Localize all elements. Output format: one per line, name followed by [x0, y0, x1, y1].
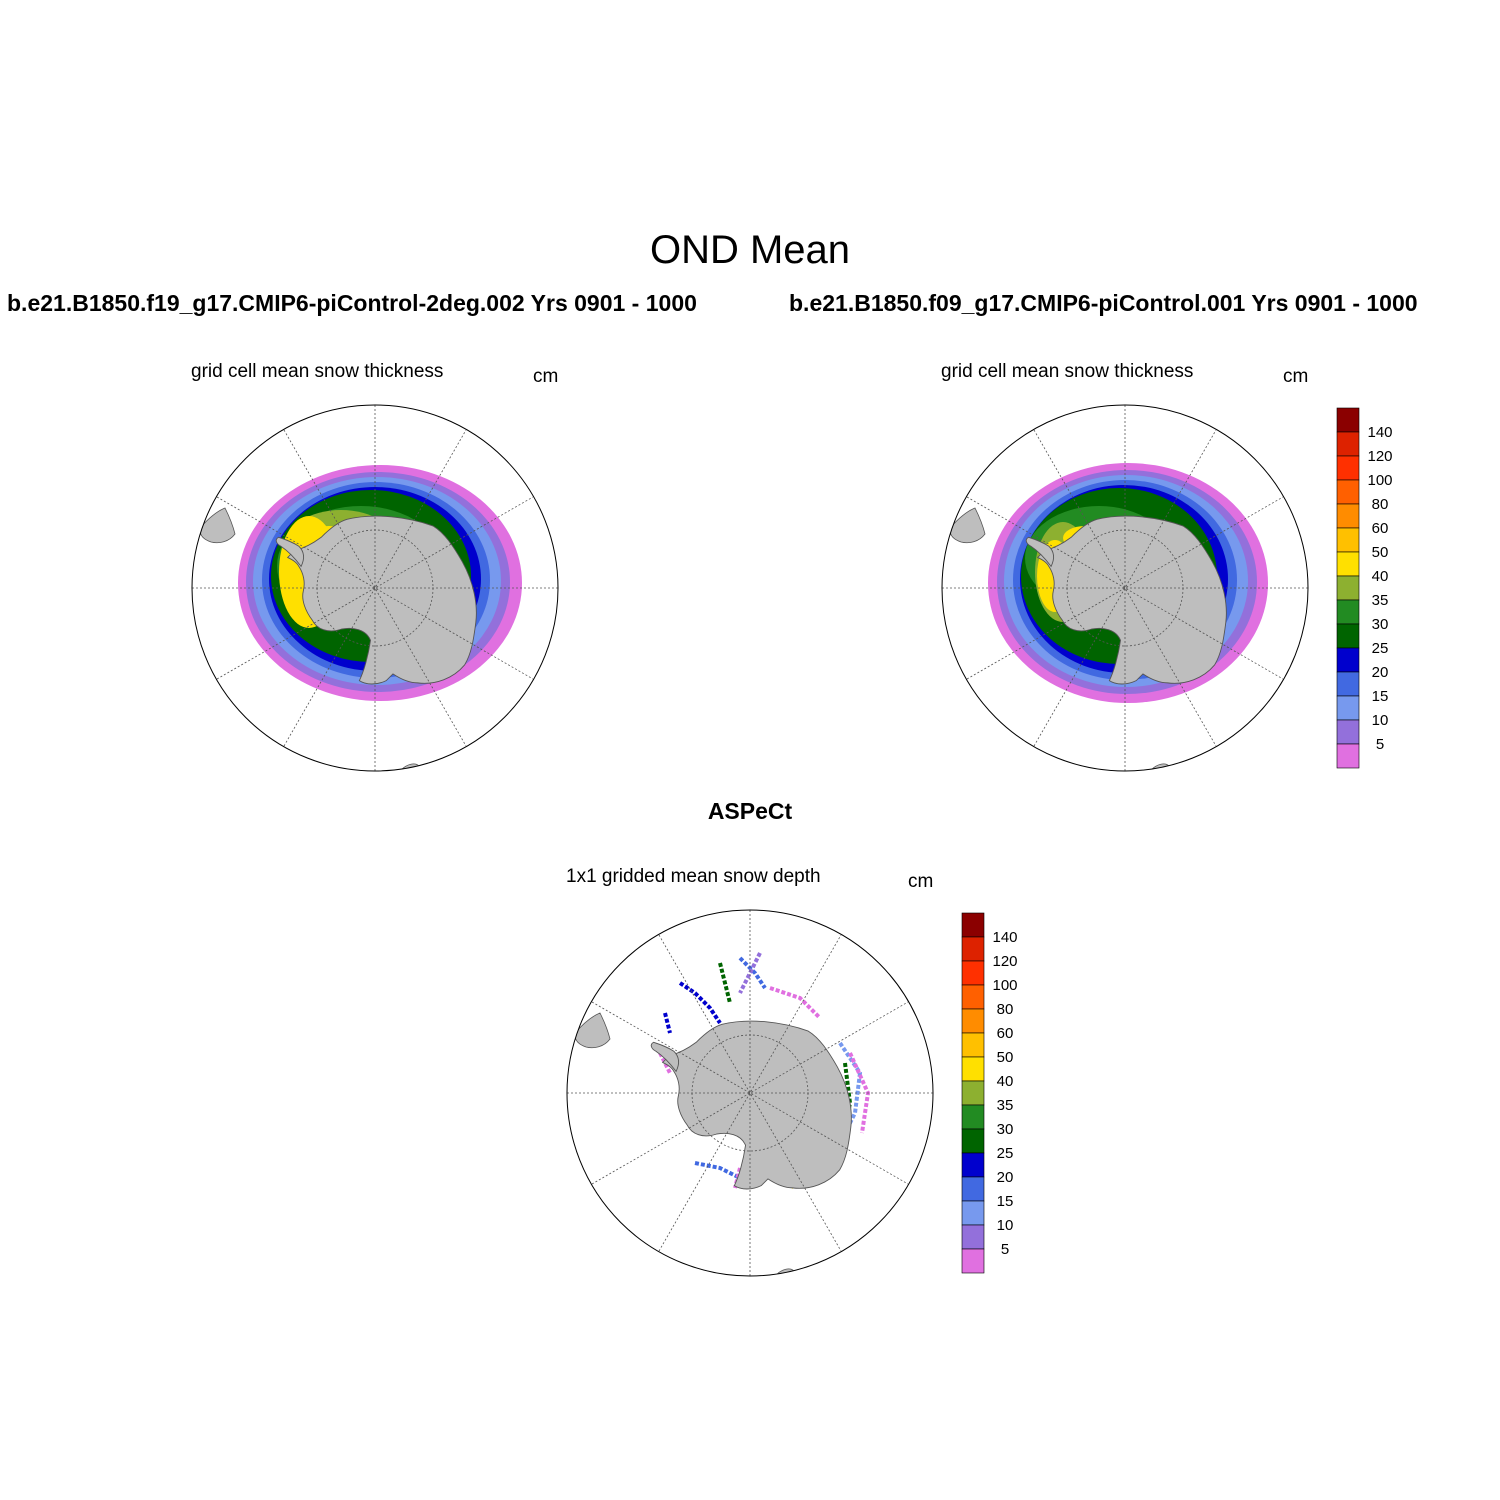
colorbar-tick-label: 140: [1367, 424, 1392, 441]
panel1-case-title: b.e21.B1850.f19_g17.CMIP6-piControl-2deg…: [7, 290, 697, 316]
colorbar-swatch: [961, 1032, 985, 1058]
colorbar-swatch: [961, 1056, 985, 1082]
colorbar-swatch: [961, 1080, 985, 1106]
colorbar-swatch: [1336, 647, 1360, 673]
panel3-units-label: cm: [908, 871, 934, 892]
panel2-units-label: cm: [1283, 366, 1309, 387]
colorbar-tick-label: 10: [997, 1217, 1014, 1234]
colorbar-tick-label: 60: [1372, 520, 1389, 537]
colorbar-tick-label: 140: [992, 929, 1017, 946]
colorbar-tick-label: 80: [1372, 496, 1389, 513]
panel2-variable-label: grid cell mean snow thickness: [941, 361, 1194, 382]
observation-track-segment: [663, 1012, 672, 1034]
colorbar-swatch: [1336, 551, 1360, 577]
colorbar-swatch: [961, 960, 985, 986]
panel3-variable-label: 1x1 gridded mean snow depth: [566, 866, 821, 887]
colorbar-tick-label: 25: [997, 1145, 1014, 1162]
panel1-map: [191, 404, 559, 772]
panel2-map: [941, 404, 1309, 772]
colorbar-tick-label: 25: [1372, 640, 1389, 657]
colorbar-swatch: [961, 936, 985, 962]
colorbar-tick-label: 100: [1367, 472, 1392, 489]
colorbar-swatch: [961, 984, 985, 1010]
colorbar-tick-label: 30: [997, 1121, 1014, 1138]
colorbar-tick-label: 20: [1372, 664, 1389, 681]
colorbar-swatch: [1336, 599, 1360, 625]
panel3-map: [566, 909, 934, 1277]
colorbar-tick-label: 50: [1372, 544, 1389, 561]
colorbar-bottom: 140 120 100 80 60 50 40 35 30 25 20 15 10 5: [961, 912, 1018, 1274]
colorbar-tick-label: 35: [997, 1097, 1014, 1114]
colorbar-tick-label: 20: [997, 1169, 1014, 1186]
colorbar-swatch: [961, 1200, 985, 1226]
colorbar-swatch: [1336, 407, 1360, 433]
colorbar-swatch: [1336, 743, 1360, 769]
colorbar-tick-label: 15: [1372, 688, 1389, 705]
colorbar-tick-label: 35: [1372, 592, 1389, 609]
colorbar-swatch: [1336, 479, 1360, 505]
panel1-variable-label: grid cell mean snow thickness: [191, 361, 444, 382]
colorbar-swatch: [961, 1128, 985, 1154]
colorbar-tick-label: 15: [997, 1193, 1014, 1210]
colorbar-swatch: [1336, 575, 1360, 601]
colorbar-swatch: [961, 1008, 985, 1034]
colorbar-top: 140 120 100 80 60 50 40 35 30 25 20 15 10 5: [1336, 407, 1393, 769]
colorbar-tick-label: 120: [992, 953, 1017, 970]
figure-title: OND Mean: [649, 228, 851, 272]
observation-track-segment: [694, 1161, 741, 1180]
colorbar-tick-label: 40: [997, 1073, 1014, 1090]
colorbar-swatch: [1336, 671, 1360, 697]
colorbar-swatch: [961, 1152, 985, 1178]
panel2-case-title: b.e21.B1850.f09_g17.CMIP6-piControl.001 …: [789, 290, 1418, 316]
colorbar-tick-label: 80: [997, 1001, 1014, 1018]
colorbar-swatch: [1336, 623, 1360, 649]
panel1-units-label: cm: [533, 366, 559, 387]
observation-track-segment: [733, 1167, 742, 1189]
colorbar-tick-label: 100: [992, 977, 1017, 994]
colorbar-tick-label: 5: [1376, 736, 1384, 753]
colorbar-tick-label: 120: [1367, 448, 1392, 465]
colorbar-swatch: [1336, 695, 1360, 721]
colorbar-swatch: [1336, 527, 1360, 553]
colorbar-tick-label: 60: [997, 1025, 1014, 1042]
panel3-case-title: ASPeCt: [707, 798, 793, 824]
colorbar-swatch: [1336, 503, 1360, 529]
colorbar-tick-label: 10: [1372, 712, 1389, 729]
observation-track-segment: [738, 952, 762, 994]
colorbar-tick-label: 40: [1372, 568, 1389, 585]
colorbar-tick-label: 50: [997, 1049, 1014, 1066]
observation-track-segment: [678, 981, 722, 1025]
observation-track-segment: [769, 986, 822, 1020]
colorbar-swatch: [961, 1248, 985, 1274]
colorbar-swatch: [961, 1176, 985, 1202]
observation-track-segment: [658, 1052, 672, 1074]
observation-track-segment: [738, 956, 767, 990]
colorbar-swatch: [1336, 455, 1360, 481]
observation-track-segment: [718, 962, 732, 1004]
colorbar-swatch: [1336, 431, 1360, 457]
colorbar-swatch: [961, 1224, 985, 1250]
colorbar-tick-label: 30: [1372, 616, 1389, 633]
colorbar-swatch: [961, 1104, 985, 1130]
colorbar-swatch: [961, 912, 985, 938]
colorbar-tick-label: 5: [1001, 1241, 1009, 1258]
colorbar-swatch: [1336, 719, 1360, 745]
